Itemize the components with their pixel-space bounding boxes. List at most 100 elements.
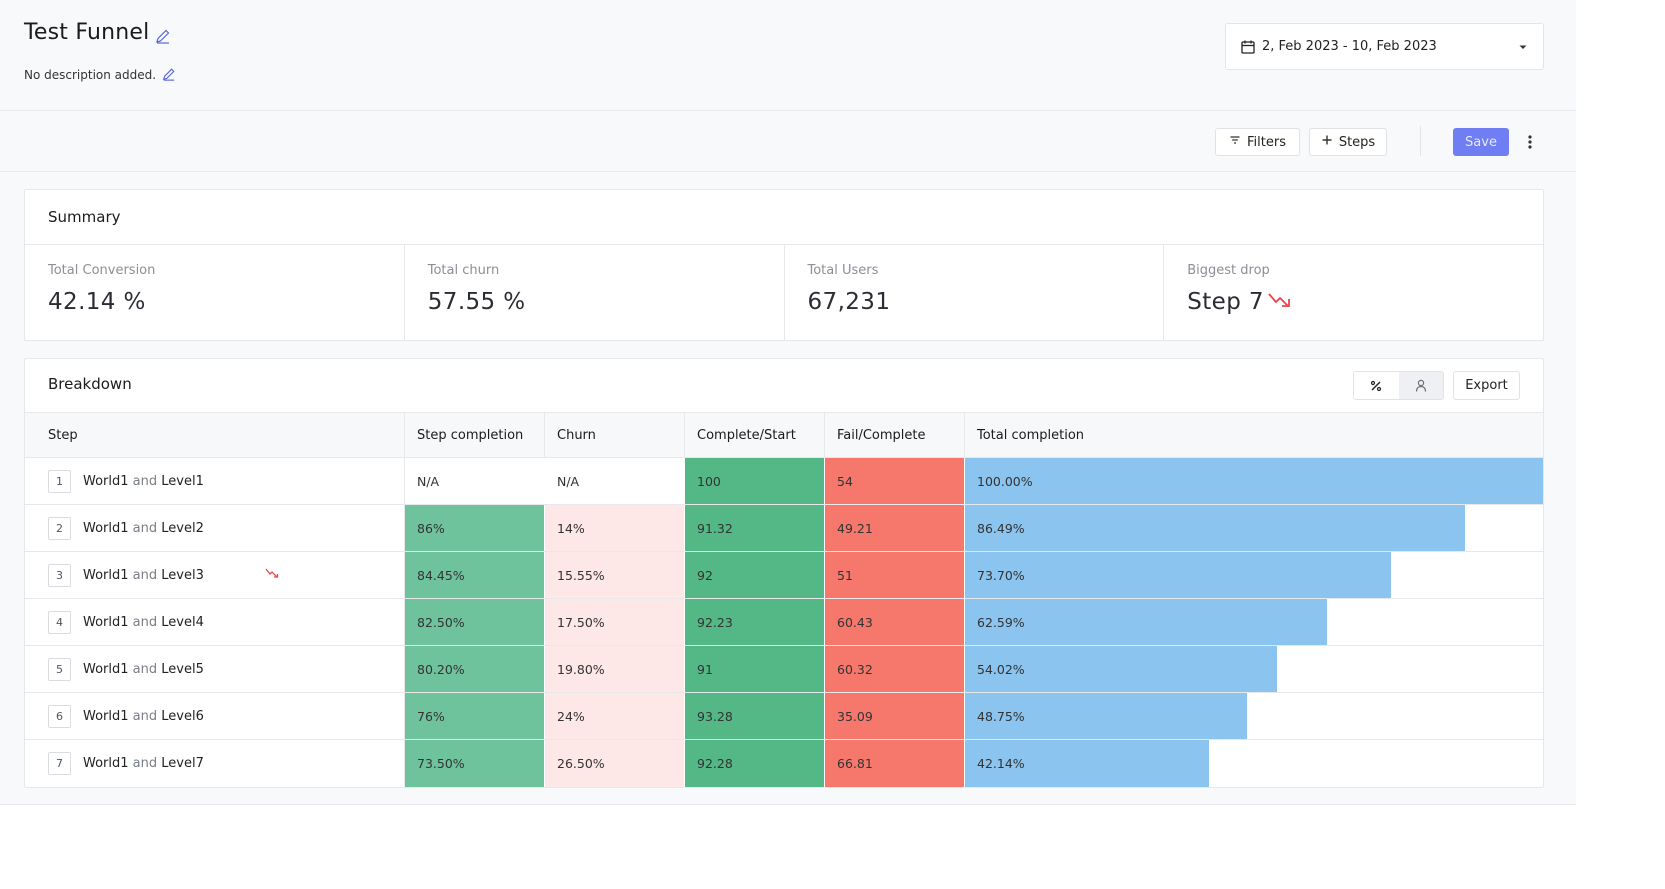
fail-complete-cell: 66.81	[825, 740, 965, 787]
total-completion-bar	[965, 693, 1247, 739]
complete-start-cell: 100	[685, 458, 825, 504]
total-completion-cell: 62.59%	[965, 599, 1543, 645]
table-row[interactable]: 4 World1 and Level4 82.50% 17.50% 92.23 60.43…	[25, 599, 1543, 646]
fail-complete-cell: 54	[825, 458, 965, 504]
metric-value: 42.14 %	[48, 289, 146, 315]
step-world: World1	[83, 708, 129, 724]
metric-label: Total churn	[427, 263, 500, 278]
breakdown-card: Breakdown Export Step Step completion Ch…	[24, 358, 1544, 788]
page-description-row: No description added.	[24, 67, 178, 83]
total-completion-value: 48.75%	[977, 708, 1025, 724]
step-completion-cell: 73.50%	[405, 740, 545, 787]
total-completion-cell: 73.70%	[965, 552, 1543, 598]
step-and: and	[132, 756, 158, 771]
step-completion-cell: 76%	[405, 693, 545, 739]
breakdown-title: Breakdown	[48, 375, 132, 393]
total-completion-bar	[965, 505, 1465, 551]
step-name: World1 and Level1	[83, 474, 204, 489]
users-view-toggle[interactable]	[1398, 372, 1443, 399]
metric-value: 67,231	[808, 289, 891, 315]
table-row[interactable]: 2 World1 and Level2 86% 14% 91.32 49.21 86.49%	[25, 505, 1543, 552]
total-completion-cell: 48.75%	[965, 693, 1543, 739]
calendar-icon	[1240, 39, 1256, 55]
export-button[interactable]: Export	[1453, 371, 1520, 400]
plus-icon	[1321, 134, 1333, 150]
total-completion-bar	[965, 552, 1391, 598]
save-button[interactable]: Save	[1453, 128, 1509, 156]
step-world: World1	[83, 567, 129, 583]
total-completion-value: 42.14%	[977, 756, 1025, 771]
total-completion-value: 86.49%	[977, 520, 1025, 536]
churn-cell: 24%	[545, 693, 685, 739]
table-row[interactable]: 6 World1 and Level6 76% 24% 93.28 35.09 48.75%	[25, 693, 1543, 740]
table-row[interactable]: 3 World1 and Level3 84.45% 15.55% 92 51 73.70%	[25, 552, 1543, 599]
complete-start-cell: 91.32	[685, 505, 825, 551]
column-header-fail-complete[interactable]: Fail/Complete	[825, 413, 965, 457]
table-row[interactable]: 5 World1 and Level5 80.20% 19.80% 91 60.32 54.…	[25, 646, 1543, 693]
page-header: Test Funnel No description added. 2, Feb…	[0, 0, 1576, 111]
complete-start-cell: 92.23	[685, 599, 825, 645]
total-completion-value: 100.00%	[977, 473, 1033, 489]
step-level: Level5	[161, 661, 204, 677]
table-row[interactable]: 7 World1 and Level7 73.50% 26.50% 92.28 66.81…	[25, 740, 1543, 787]
total-completion-bar	[965, 599, 1327, 645]
complete-start-cell: 92	[685, 552, 825, 598]
metric-total-churn: Total churn 57.55 %	[405, 245, 785, 341]
date-range-value: 2, Feb 2023 - 10, Feb 2023	[1262, 39, 1437, 54]
step-world: World1	[83, 614, 129, 630]
summary-card: Summary Total Conversion 42.14 % Total c…	[24, 189, 1544, 341]
edit-description-pencil-icon[interactable]	[162, 67, 178, 83]
filters-label: Filters	[1247, 134, 1286, 150]
metric-value: Step 7	[1187, 289, 1292, 315]
step-world: World1	[83, 473, 129, 489]
summary-title: Summary	[48, 208, 121, 226]
step-name: World1 and Level6	[83, 709, 204, 724]
table-row[interactable]: 1 World1 and Level1 N/A N/A 100 54 100.00%	[25, 458, 1543, 505]
complete-start-cell: 92.28	[685, 740, 825, 787]
step-and: and	[132, 614, 158, 630]
percent-icon	[1371, 380, 1382, 391]
step-cell: 2 World1 and Level2	[25, 505, 405, 551]
step-level: Level1	[161, 473, 204, 489]
page-description: No description added.	[24, 68, 157, 82]
step-name: World1 and Level4	[83, 615, 204, 630]
fail-complete-cell: 49.21	[825, 505, 965, 551]
add-steps-button[interactable]: Steps	[1309, 128, 1387, 156]
more-options-kebab-icon[interactable]	[1520, 128, 1540, 156]
column-header-churn[interactable]: Churn	[545, 413, 685, 457]
metric-biggest-drop: Biggest drop Step 7	[1164, 245, 1543, 341]
step-number: 6	[48, 704, 71, 728]
steps-label: Steps	[1338, 134, 1376, 150]
step-world: World1	[83, 756, 129, 771]
edit-title-pencil-icon[interactable]	[155, 25, 171, 44]
total-completion-cell: 42.14%	[965, 740, 1543, 787]
metric-value-text: 57.55 %	[427, 289, 526, 315]
step-world: World1	[83, 661, 129, 677]
column-header-total-completion[interactable]: Total completion	[977, 427, 1085, 443]
column-header-step[interactable]: Step	[25, 413, 405, 457]
date-range-picker[interactable]: 2, Feb 2023 - 10, Feb 2023	[1225, 23, 1544, 70]
column-header-step-completion[interactable]: Step completion	[405, 413, 545, 457]
step-level: Level4	[161, 614, 204, 630]
step-number: 7	[48, 752, 71, 775]
caret-down-icon	[1517, 41, 1529, 53]
step-cell: 7 World1 and Level7	[25, 740, 405, 787]
churn-cell: N/A	[545, 458, 685, 504]
complete-start-cell: 91	[685, 646, 825, 692]
metric-label: Total Conversion	[48, 263, 156, 278]
percent-view-toggle[interactable]	[1354, 372, 1399, 399]
step-name: World1 and Level7	[83, 756, 204, 771]
table-body: 1 World1 and Level1 N/A N/A 100 54 100.00% 2 Wor…	[25, 458, 1543, 787]
step-cell: 5 World1 and Level5	[25, 646, 405, 692]
funnel-page: Test Funnel No description added. 2, Feb…	[0, 0, 1576, 805]
churn-cell: 14%	[545, 505, 685, 551]
fail-complete-cell: 35.09	[825, 693, 965, 739]
filters-button[interactable]: Filters	[1215, 128, 1300, 156]
churn-cell: 15.55%	[545, 552, 685, 598]
column-header-complete-start[interactable]: Complete/Start	[685, 413, 825, 457]
step-level: Level2	[161, 520, 204, 536]
user-icon	[1415, 379, 1426, 392]
total-completion-value: 62.59%	[977, 614, 1025, 630]
step-completion-cell: 80.20%	[405, 646, 545, 692]
step-world: World1	[83, 520, 129, 536]
